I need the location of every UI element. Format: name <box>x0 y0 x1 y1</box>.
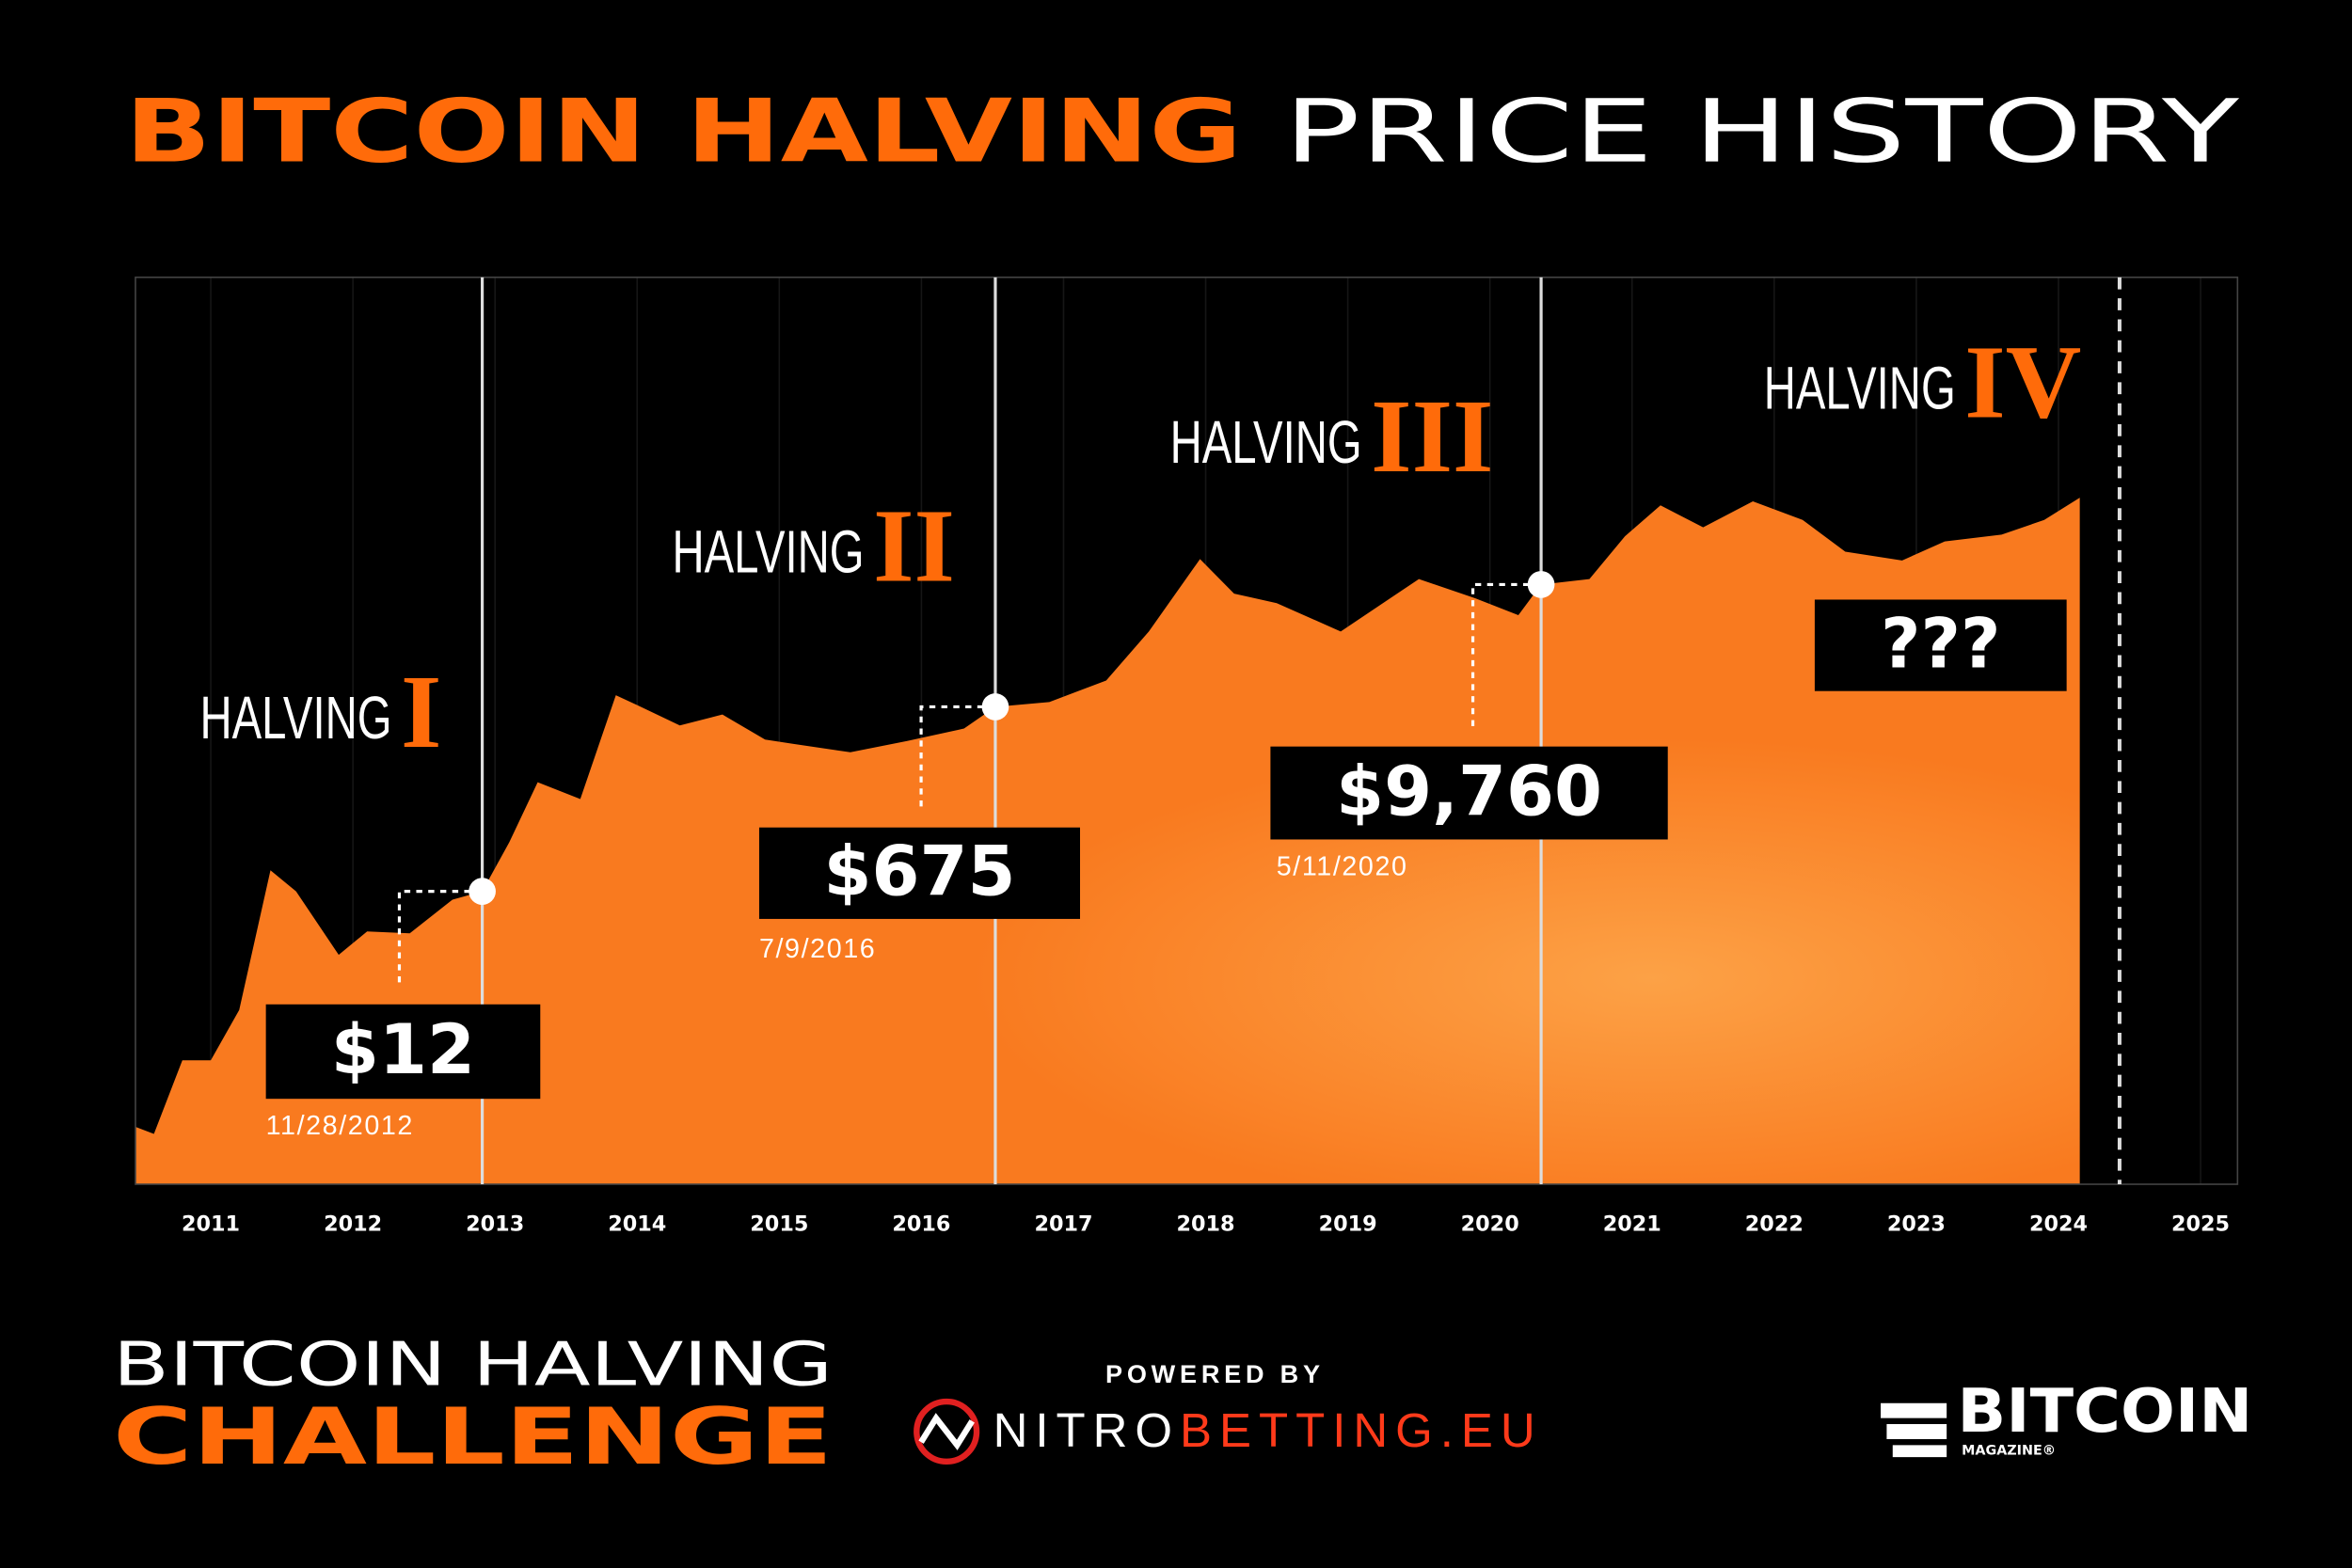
challenge-line1: BITCOIN HALVING <box>113 1331 833 1401</box>
halving-point <box>1527 571 1555 598</box>
brand-icon <box>1881 1402 1947 1458</box>
title-highlight: BITCOIN HALVING <box>125 81 1242 182</box>
price-box <box>265 1004 541 1100</box>
chart-title: BITCOIN HALVING PRICE HISTORY <box>125 81 2240 182</box>
halving-point <box>469 878 496 905</box>
halving-numeral: I <box>401 655 441 770</box>
price-label: $12 <box>331 1010 475 1090</box>
x-tick-label: 2019 <box>1319 1212 1377 1237</box>
x-tick-label: 2016 <box>892 1212 950 1237</box>
price-label: $675 <box>823 832 1015 912</box>
halving-date: 11/28/2012 <box>266 1111 414 1141</box>
x-tick-label: 2020 <box>1461 1212 1519 1237</box>
x-tick-label: 2025 <box>2171 1212 2230 1237</box>
halving-date: 5/11/2020 <box>1277 851 1408 881</box>
price-label: $9,760 <box>1336 752 1602 832</box>
sponsor-logo <box>914 1398 980 1465</box>
halving-numeral: II <box>873 488 955 604</box>
x-tick-label: 2018 <box>1177 1212 1235 1237</box>
powered-by: POWERED BY <box>1105 1359 1325 1388</box>
price-box <box>1814 599 2067 691</box>
x-tick-label: 2011 <box>182 1212 240 1237</box>
brand-logo <box>1881 1402 1947 1458</box>
halving-name: HALVING <box>673 517 865 585</box>
brand: BITCOIN <box>1957 1377 2252 1447</box>
x-tick-label: 2023 <box>1887 1212 1946 1237</box>
plot: 2011 2012 2013 2014 2015 2016 2017 2018 2019 2020… <box>135 277 2239 1237</box>
x-tick-label: 2017 <box>1034 1212 1092 1237</box>
x-tick-label: 2015 <box>750 1212 808 1237</box>
halving-name: HALVING <box>1764 354 1956 421</box>
price-label: ??? <box>1881 604 2001 684</box>
sponsor-white: NITRO <box>993 1404 1180 1458</box>
title-rest: PRICE HISTORY <box>1284 81 2240 182</box>
brand-sub: MAGAZINE® <box>1962 1444 2056 1459</box>
sponsor-orange: BETTING.EU <box>1180 1404 1543 1458</box>
x-tick-label: 2012 <box>324 1212 382 1237</box>
sponsor-logo-swoosh <box>918 1413 975 1450</box>
x-tick-label: 2024 <box>2029 1212 2088 1237</box>
halving-numeral: III <box>1371 379 1493 495</box>
halving-numeral: IV <box>1964 325 2081 440</box>
halving-connector <box>397 890 483 987</box>
x-tick-label: 2013 <box>466 1212 524 1237</box>
halving-connector <box>919 705 995 810</box>
sponsor-name: NITROBETTING.EU <box>993 1404 1543 1458</box>
halving-title: HALVING I <box>200 655 442 770</box>
halving-point <box>981 693 1009 721</box>
x-tick-label: 2014 <box>608 1212 666 1237</box>
price-box <box>1270 746 1668 840</box>
halving-date: 7/9/2016 <box>759 934 876 964</box>
price-box <box>758 827 1081 919</box>
x-tick-label: 2022 <box>1745 1212 1804 1237</box>
halving-title: HALVING IV <box>1764 325 2082 440</box>
area-glow <box>135 498 2080 1185</box>
halving-title: HALVING III <box>1170 379 1494 495</box>
halving-title: HALVING II <box>673 488 955 604</box>
challenge-line2: CHALLENGE <box>113 1391 833 1482</box>
halving-name: HALVING <box>1170 408 1362 476</box>
halving-name: HALVING <box>200 684 392 752</box>
plot-frame <box>135 277 2239 1185</box>
x-tick-label: 2021 <box>1603 1212 1661 1237</box>
